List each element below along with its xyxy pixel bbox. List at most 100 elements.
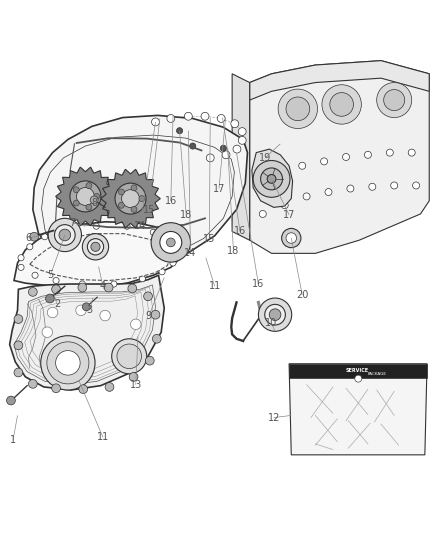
- Circle shape: [391, 182, 398, 189]
- Circle shape: [233, 145, 241, 153]
- Circle shape: [82, 233, 109, 260]
- Circle shape: [152, 118, 159, 126]
- Text: PACKAGE: PACKAGE: [367, 372, 386, 376]
- Circle shape: [124, 223, 130, 229]
- Circle shape: [100, 310, 110, 321]
- Circle shape: [122, 190, 139, 207]
- Circle shape: [94, 193, 100, 199]
- Circle shape: [73, 187, 79, 193]
- Circle shape: [330, 93, 353, 116]
- Circle shape: [54, 224, 75, 245]
- Circle shape: [258, 298, 292, 332]
- Circle shape: [59, 229, 71, 241]
- Circle shape: [369, 183, 376, 190]
- Circle shape: [343, 154, 350, 160]
- Circle shape: [42, 327, 53, 337]
- Circle shape: [169, 238, 175, 244]
- Circle shape: [65, 226, 71, 232]
- Text: 11: 11: [97, 432, 109, 442]
- Circle shape: [152, 334, 161, 343]
- Circle shape: [259, 180, 266, 187]
- Circle shape: [77, 188, 94, 205]
- Circle shape: [267, 174, 276, 183]
- Polygon shape: [250, 61, 429, 253]
- Circle shape: [377, 83, 412, 118]
- Circle shape: [46, 294, 54, 303]
- Circle shape: [238, 136, 246, 144]
- Polygon shape: [101, 169, 160, 228]
- Circle shape: [87, 239, 104, 255]
- Circle shape: [82, 303, 90, 311]
- Text: 12: 12: [268, 413, 280, 423]
- Circle shape: [47, 307, 58, 318]
- Text: 19: 19: [259, 153, 271, 163]
- Circle shape: [104, 283, 113, 292]
- Circle shape: [190, 143, 196, 149]
- Circle shape: [253, 160, 290, 197]
- Text: 14: 14: [134, 221, 146, 231]
- Circle shape: [14, 368, 23, 377]
- Circle shape: [384, 90, 405, 110]
- Text: 1: 1: [10, 434, 16, 445]
- Polygon shape: [289, 364, 427, 455]
- Text: 15: 15: [203, 235, 215, 244]
- Circle shape: [303, 193, 310, 200]
- Circle shape: [166, 238, 175, 247]
- Circle shape: [278, 89, 318, 128]
- Circle shape: [322, 85, 361, 124]
- Circle shape: [41, 336, 95, 390]
- Circle shape: [261, 168, 283, 190]
- Circle shape: [30, 232, 39, 241]
- Circle shape: [27, 244, 33, 250]
- Circle shape: [76, 305, 86, 316]
- Circle shape: [299, 162, 306, 169]
- Circle shape: [413, 182, 420, 189]
- Polygon shape: [14, 222, 183, 287]
- Text: 16: 16: [234, 227, 246, 237]
- Circle shape: [386, 149, 393, 156]
- Circle shape: [129, 373, 138, 381]
- Circle shape: [47, 342, 89, 384]
- Circle shape: [90, 196, 98, 204]
- Text: 17: 17: [283, 210, 295, 220]
- Text: 20: 20: [296, 290, 308, 300]
- Circle shape: [145, 356, 154, 365]
- Circle shape: [118, 203, 124, 208]
- Polygon shape: [33, 115, 247, 270]
- Circle shape: [117, 344, 141, 368]
- Circle shape: [7, 396, 15, 405]
- Text: 16: 16: [252, 279, 265, 289]
- Circle shape: [78, 283, 87, 292]
- Circle shape: [28, 379, 37, 388]
- Polygon shape: [14, 285, 155, 385]
- Text: 16: 16: [165, 196, 177, 206]
- Circle shape: [281, 201, 288, 209]
- Circle shape: [18, 255, 24, 261]
- Circle shape: [52, 285, 60, 294]
- Circle shape: [201, 112, 209, 120]
- Circle shape: [28, 287, 37, 296]
- Circle shape: [282, 229, 301, 248]
- Circle shape: [32, 272, 38, 278]
- Circle shape: [364, 151, 371, 158]
- Circle shape: [79, 385, 88, 393]
- Circle shape: [131, 185, 137, 191]
- Polygon shape: [252, 149, 293, 207]
- Circle shape: [139, 196, 145, 201]
- Circle shape: [170, 260, 176, 266]
- Circle shape: [115, 183, 146, 214]
- Circle shape: [151, 310, 160, 319]
- Text: 7: 7: [69, 217, 75, 228]
- Circle shape: [222, 151, 230, 159]
- Circle shape: [86, 204, 92, 210]
- Circle shape: [131, 319, 141, 329]
- Circle shape: [238, 128, 246, 135]
- Text: 8: 8: [91, 198, 97, 208]
- Circle shape: [325, 189, 332, 196]
- Circle shape: [18, 264, 24, 270]
- Circle shape: [167, 115, 175, 123]
- Circle shape: [48, 219, 81, 252]
- Text: 15: 15: [143, 205, 155, 215]
- Circle shape: [265, 304, 286, 325]
- Text: 4: 4: [100, 281, 106, 291]
